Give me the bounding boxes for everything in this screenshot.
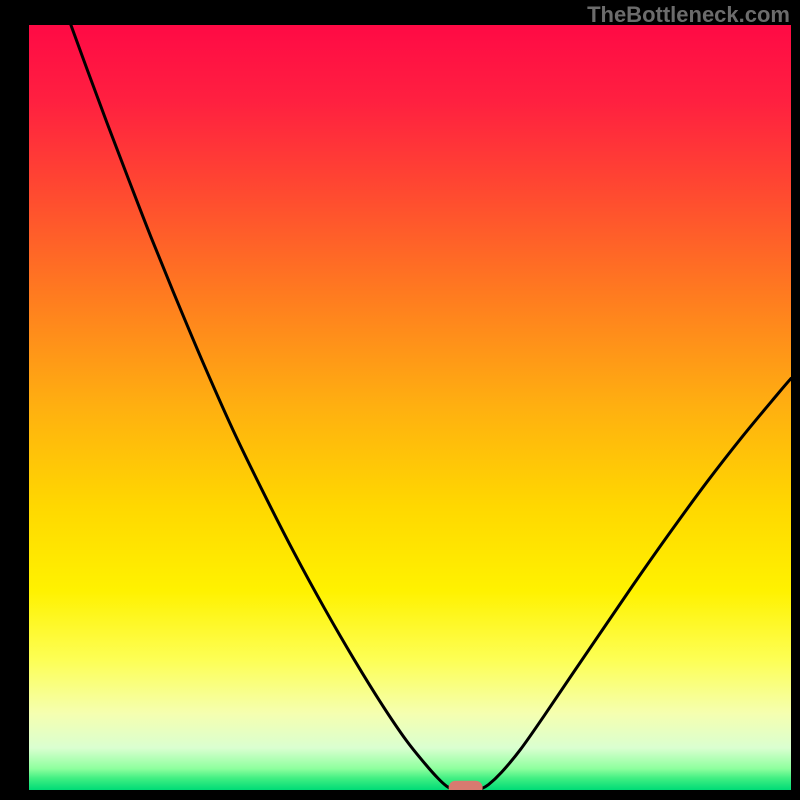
gradient-background — [29, 25, 791, 790]
chart-frame: TheBottleneck.com — [0, 0, 800, 800]
chart-svg — [29, 25, 791, 790]
watermark-text: TheBottleneck.com — [587, 2, 790, 28]
plot-area — [29, 25, 791, 790]
optimum-marker — [449, 781, 483, 790]
